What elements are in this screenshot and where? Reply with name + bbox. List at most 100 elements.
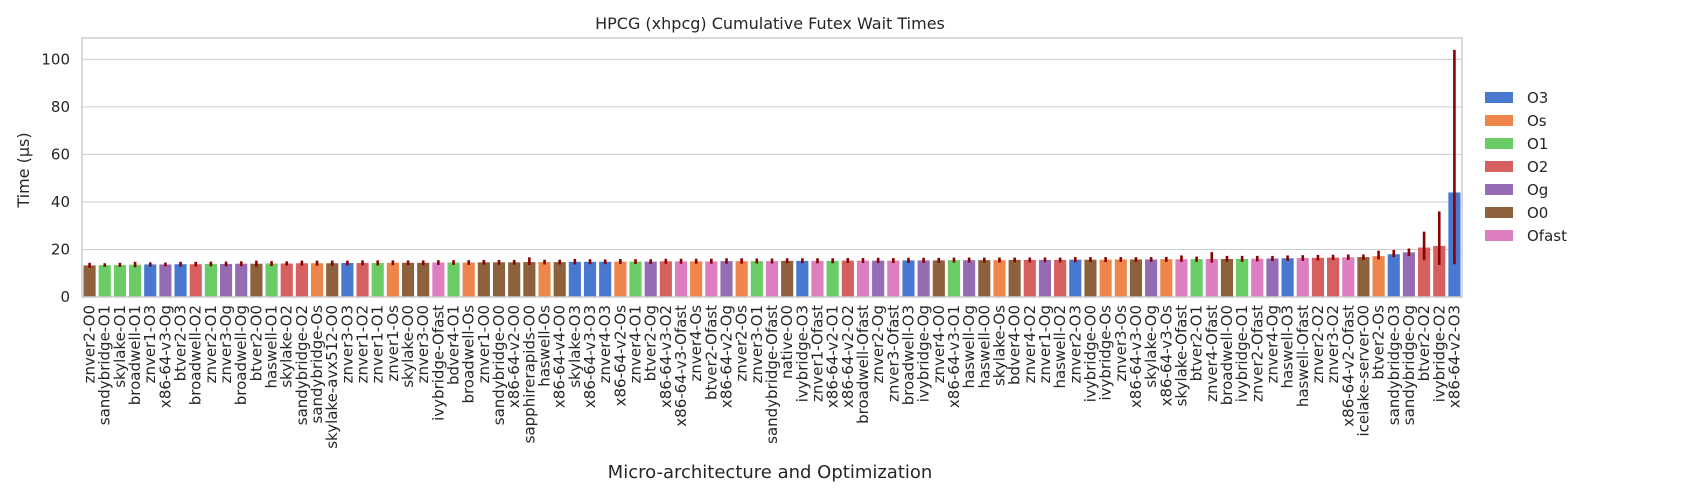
bar xyxy=(750,261,763,297)
legend-label: Os xyxy=(1527,112,1547,130)
x-tick-label: sapphirerapids-O0 xyxy=(520,305,538,443)
x-tick-label: sandybridge-O3 xyxy=(1385,305,1403,425)
bar xyxy=(1236,258,1249,297)
bar xyxy=(235,263,248,297)
bar xyxy=(492,262,506,297)
x-tick-label: broadwell-Og xyxy=(232,305,250,405)
x-axis-ticks: znver2-O0sandybridge-O1skylake-O1broadwe… xyxy=(81,305,1464,449)
legend-swatch xyxy=(1485,161,1513,172)
bar xyxy=(1069,259,1082,297)
bar xyxy=(720,261,733,297)
legend-label: Ofast xyxy=(1527,227,1567,245)
x-tick-label: x86-64-v4-O0 xyxy=(551,305,569,408)
legend-swatch xyxy=(1485,207,1513,218)
bar xyxy=(826,260,839,297)
bar xyxy=(1175,259,1188,297)
bar xyxy=(856,260,870,297)
x-tick-label: znver3-O3 xyxy=(338,305,356,383)
x-tick-label: znver2-O3 xyxy=(1066,305,1084,383)
x-tick-label: znver4-O2 xyxy=(1021,305,1039,383)
bar xyxy=(887,260,900,297)
x-tick-label: icelake-server-O0 xyxy=(1354,305,1372,437)
bar xyxy=(386,262,399,297)
bar xyxy=(1145,259,1158,297)
bar xyxy=(1038,259,1052,297)
x-tick-label: znver2-Ofast xyxy=(1248,305,1266,402)
x-tick-label: sandybridge-Og xyxy=(1400,305,1418,425)
x-tick-label: broadwell-Os xyxy=(460,305,478,404)
legend-label: O1 xyxy=(1527,135,1548,153)
x-tick-label: btver2-O3 xyxy=(172,305,190,381)
bar xyxy=(1084,259,1097,297)
x-tick-label: skylake-O0 xyxy=(399,305,417,388)
x-tick-label: x86-64-v2-Ofast xyxy=(1339,305,1357,427)
x-tick-label: ivybridge-O3 xyxy=(793,305,811,402)
x-tick-label: znver3-O1 xyxy=(748,305,766,383)
x-tick-label: btver2-Os xyxy=(1370,305,1388,380)
x-tick-label: haswell-O1 xyxy=(263,305,281,389)
bar xyxy=(462,262,475,297)
x-tick-label: znver3-O2 xyxy=(1324,305,1342,383)
x-tick-label: znver4-Ofast xyxy=(1203,305,1221,402)
x-tick-label: ivybridge-Ofast xyxy=(429,305,447,421)
y-tick-label: 40 xyxy=(51,193,70,211)
legend-swatch xyxy=(1485,184,1513,195)
bar xyxy=(432,262,445,297)
bar xyxy=(295,263,308,297)
bar xyxy=(310,263,324,297)
x-tick-label: broadwell-O0 xyxy=(1218,305,1236,405)
bar xyxy=(993,260,1006,297)
bar xyxy=(614,261,627,297)
bar xyxy=(508,262,521,297)
x-tick-label: sandybridge-Ofast xyxy=(763,305,781,444)
bar xyxy=(1114,259,1127,297)
bar xyxy=(174,264,187,297)
y-axis-label: Time (µs) xyxy=(14,132,33,208)
x-tick-label: znver4-O1 xyxy=(627,305,645,383)
x-tick-label: broadwell-O3 xyxy=(899,305,917,405)
x-tick-label: znver2-Os xyxy=(733,305,751,382)
bar xyxy=(1402,252,1415,297)
bar xyxy=(341,263,354,297)
bar xyxy=(1160,259,1173,297)
x-tick-label: sandybridge-O2 xyxy=(293,305,311,425)
bar xyxy=(1357,257,1370,297)
bar xyxy=(523,262,536,297)
bar xyxy=(1054,259,1067,297)
x-tick-label: znver1-Og xyxy=(1036,305,1054,383)
x-tick-label: haswell-O0 xyxy=(975,305,993,389)
y-tick-label: 20 xyxy=(51,240,70,258)
x-tick-label: btver2-O0 xyxy=(247,305,265,381)
bar xyxy=(189,264,202,297)
bars xyxy=(83,192,1461,297)
bar xyxy=(553,262,566,297)
bar xyxy=(538,262,551,297)
bar xyxy=(796,260,809,297)
x-tick-label: skylake-Og xyxy=(1142,305,1160,388)
x-tick-label: znver1-O1 xyxy=(369,305,387,383)
x-tick-label: x86-64-v2-Os xyxy=(611,305,629,407)
x-tick-label: broadwell-O1 xyxy=(126,305,144,405)
x-tick-label: skylake-O2 xyxy=(278,305,296,388)
bar xyxy=(1008,259,1021,297)
x-tick-label: bdver4-O0 xyxy=(1006,305,1024,385)
x-tick-label: znver3-O0 xyxy=(414,305,432,383)
legend-swatch xyxy=(1485,92,1513,103)
bar xyxy=(326,263,339,297)
bar xyxy=(250,263,263,297)
x-tick-label: znver2-Og xyxy=(869,305,887,383)
x-tick-label: znver1-Ofast xyxy=(808,305,826,402)
bar xyxy=(1281,258,1294,297)
x-tick-label: btver2-O2 xyxy=(1415,305,1433,381)
legend: O3 Os O1 O2 Og O0 Ofast xyxy=(1485,89,1567,245)
x-tick-label: x86-64-v2-O0 xyxy=(505,305,523,408)
x-tick-label: znver2-O2 xyxy=(1309,305,1327,383)
x-tick-label: x86-64-v3-O0 xyxy=(1127,305,1145,408)
x-tick-label: btver2-Og xyxy=(642,305,660,381)
x-tick-label: x86-64-v3-Os xyxy=(1157,305,1175,407)
x-tick-label: znver4-O0 xyxy=(930,305,948,383)
x-tick-label: btver2-O1 xyxy=(1188,305,1206,381)
bar xyxy=(1190,259,1203,297)
bar xyxy=(932,260,945,297)
